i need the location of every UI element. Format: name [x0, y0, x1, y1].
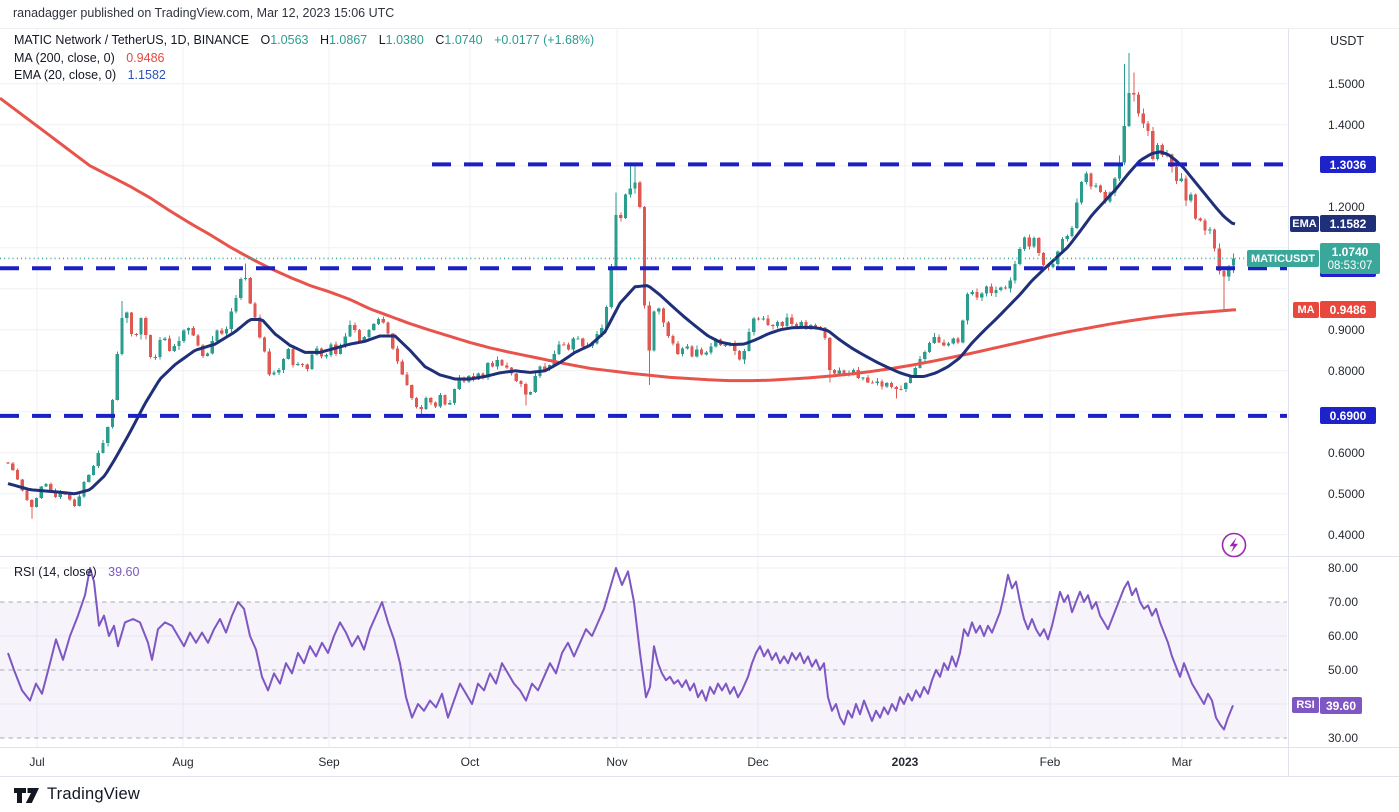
rsi-axis-value: 39.60 [1320, 697, 1362, 714]
svg-text:Aug: Aug [172, 755, 193, 769]
svg-text:30.00: 30.00 [1328, 731, 1358, 745]
legend-ma-row[interactable]: MA (200, close, 0) 0.9486 [14, 50, 594, 68]
svg-text:0.8000: 0.8000 [1328, 364, 1365, 378]
attribution-text: ranadagger published on TradingView.com,… [13, 6, 395, 20]
svg-text:1.5000: 1.5000 [1328, 77, 1365, 91]
legend-ema-row[interactable]: EMA (20, close, 0) 1.1582 [14, 67, 594, 85]
rsi-legend-row[interactable]: RSI (14, close) 39.60 [14, 565, 139, 579]
svg-text:60.00: 60.00 [1328, 629, 1358, 643]
rsi-band [0, 601, 1287, 739]
last-price-badge: 1.0740 08:53:07 [1320, 243, 1380, 274]
svg-text:70.00: 70.00 [1328, 595, 1358, 609]
svg-text:0.6000: 0.6000 [1328, 446, 1365, 460]
ema-axis-tag: EMA [1290, 216, 1319, 232]
candles-layer[interactable] [6, 53, 1236, 519]
ema20-line [7, 150, 1236, 496]
lightning-icon[interactable] [1221, 532, 1247, 558]
symbol-axis-tag: MATICUSDT [1247, 250, 1319, 267]
level-badge-0-6900[interactable]: 0.6900 [1320, 407, 1376, 424]
svg-text:0.4000: 0.4000 [1328, 528, 1365, 542]
high-label: H [319, 33, 329, 47]
svg-text:1.2000: 1.2000 [1328, 200, 1365, 214]
svg-text:1.4000: 1.4000 [1328, 118, 1365, 132]
ma200-line [0, 96, 1236, 383]
svg-text:Sep: Sep [318, 755, 340, 769]
close-value: 1.0740 [444, 33, 483, 47]
svg-text:Jul: Jul [29, 755, 44, 769]
svg-text:50.00: 50.00 [1328, 663, 1358, 677]
svg-text:0.5000: 0.5000 [1328, 487, 1365, 501]
high-value: 1.0867 [328, 33, 368, 47]
close-label: C [435, 33, 445, 47]
ma-label: MA (200, close, 0) [14, 50, 115, 65]
ema-axis-value: 1.1582 [1320, 215, 1376, 232]
svg-text:Nov: Nov [606, 755, 627, 769]
change-value: +0.0177 (+1.68%) [494, 33, 595, 47]
last-price-value: 1.0740 [1331, 244, 1369, 259]
rsi-value: 39.60 [108, 565, 140, 579]
chart-legend: MATIC Network / TetherUS, 1D, BINANCE O1… [14, 32, 594, 85]
rsi-line [7, 567, 1234, 731]
svg-text:Mar: Mar [1172, 755, 1193, 769]
bar-countdown: 08:53:07 [1327, 259, 1373, 272]
rsi-label: RSI (14, close) [14, 565, 97, 579]
svg-text:Oct: Oct [461, 755, 480, 769]
ema-label: EMA (20, close, 0) [14, 68, 117, 83]
grid-layer [0, 29, 1287, 748]
svg-text:2023: 2023 [892, 755, 919, 769]
svg-text:Dec: Dec [747, 755, 768, 769]
level-badge-1-3036[interactable]: 1.3036 [1320, 156, 1376, 173]
svg-text:USDT: USDT [1330, 34, 1364, 48]
support-resistance-lines[interactable] [0, 162, 1287, 418]
symbol-title: MATIC Network / TetherUS, 1D, BINANCE [14, 33, 250, 47]
low-value: 1.0380 [385, 33, 424, 47]
open-value: 1.0563 [270, 33, 309, 47]
footer-bar: TradingView [0, 776, 1399, 812]
low-label: L [378, 33, 386, 47]
svg-text:80.00: 80.00 [1328, 561, 1358, 575]
tradingview-logo-icon[interactable] [14, 785, 40, 805]
ma-axis-value: 0.9486 [1320, 301, 1376, 318]
ema-value: 1.1582 [127, 68, 166, 83]
time-scale[interactable] [0, 748, 1288, 776]
ma-value: 0.9486 [126, 50, 165, 65]
price-scale[interactable] [1289, 29, 1399, 776]
svg-text:Feb: Feb [1040, 755, 1061, 769]
legend-symbol-row[interactable]: MATIC Network / TetherUS, 1D, BINANCE O1… [14, 32, 594, 50]
svg-text:0.9000: 0.9000 [1328, 323, 1365, 337]
pane-separators [0, 28, 1399, 777]
open-label: O [260, 33, 271, 47]
rsi-axis-tag: RSI [1292, 697, 1319, 713]
tradingview-brand-text[interactable]: TradingView [47, 785, 140, 803]
ma-axis-tag: MA [1293, 302, 1319, 318]
